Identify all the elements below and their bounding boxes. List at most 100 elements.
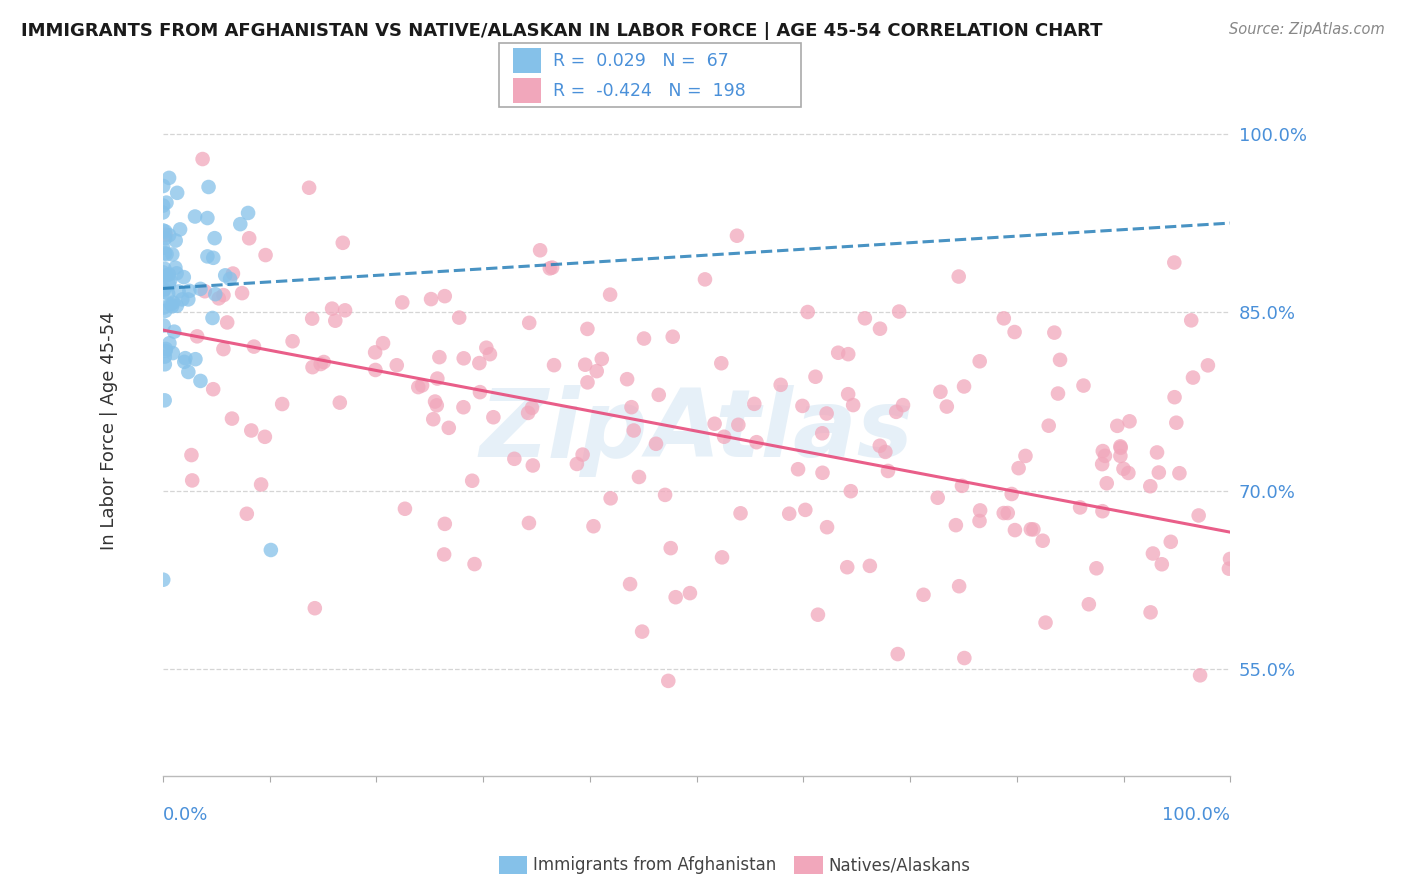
- Point: [912, 588, 935, 602]
- Point: [1180, 313, 1202, 327]
- Point: [1168, 467, 1191, 481]
- Point: [950, 479, 973, 493]
- Point: [875, 445, 897, 459]
- Point: [153, 357, 176, 371]
- Point: [433, 289, 456, 303]
- Point: [453, 351, 475, 366]
- Point: [929, 384, 952, 399]
- Point: [152, 573, 174, 587]
- Point: [236, 206, 259, 220]
- Point: [778, 507, 800, 521]
- Point: [332, 235, 354, 250]
- Point: [869, 322, 891, 336]
- Text: Source: ZipAtlas.com: Source: ZipAtlas.com: [1229, 22, 1385, 37]
- Point: [152, 318, 174, 333]
- Point: [565, 457, 588, 471]
- Point: [449, 310, 471, 325]
- Point: [645, 437, 668, 451]
- Point: [794, 503, 817, 517]
- Point: [538, 261, 561, 276]
- Point: [1142, 547, 1164, 561]
- Point: [1073, 378, 1095, 392]
- Point: [165, 234, 187, 248]
- Point: [202, 251, 225, 265]
- Point: [163, 325, 186, 339]
- Point: [713, 430, 735, 444]
- Point: [1107, 418, 1129, 433]
- Point: [520, 401, 543, 415]
- Point: [221, 411, 243, 425]
- Point: [727, 417, 749, 432]
- Point: [887, 304, 910, 318]
- Point: [745, 435, 768, 450]
- Point: [202, 382, 225, 396]
- Point: [177, 293, 200, 307]
- Point: [585, 364, 607, 378]
- Point: [162, 247, 184, 261]
- Point: [1077, 597, 1099, 611]
- Point: [153, 393, 176, 408]
- Point: [1218, 562, 1240, 576]
- Point: [1049, 352, 1071, 367]
- Point: [877, 464, 900, 478]
- Point: [281, 334, 304, 349]
- Point: [543, 358, 565, 372]
- Point: [422, 412, 444, 426]
- Point: [1019, 522, 1042, 536]
- Point: [1147, 466, 1170, 480]
- Point: [172, 293, 194, 307]
- Point: [179, 284, 201, 298]
- Point: [1004, 523, 1026, 537]
- Text: 100.0%: 100.0%: [1163, 805, 1230, 823]
- Point: [166, 266, 188, 280]
- Point: [231, 286, 253, 301]
- Point: [891, 398, 914, 412]
- Point: [301, 360, 323, 375]
- Point: [155, 343, 177, 358]
- Point: [616, 372, 638, 386]
- Point: [1085, 561, 1108, 575]
- Point: [190, 282, 212, 296]
- Point: [426, 371, 449, 385]
- Point: [591, 351, 613, 366]
- Point: [166, 186, 188, 200]
- Point: [208, 291, 231, 305]
- Point: [152, 285, 174, 300]
- Point: [1022, 523, 1045, 537]
- Point: [582, 519, 605, 533]
- Point: [204, 287, 226, 301]
- Point: [953, 651, 976, 665]
- Point: [574, 358, 596, 372]
- Point: [464, 557, 486, 571]
- Text: In Labor Force | Age 45-54: In Labor Force | Age 45-54: [100, 312, 118, 550]
- Point: [541, 260, 564, 275]
- Point: [364, 363, 387, 377]
- Point: [661, 329, 683, 343]
- Point: [217, 315, 239, 329]
- Point: [437, 421, 460, 435]
- Point: [167, 285, 190, 299]
- Point: [197, 180, 219, 194]
- Point: [1118, 414, 1140, 428]
- Point: [312, 355, 335, 369]
- Point: [364, 345, 387, 359]
- Point: [180, 448, 202, 462]
- Point: [212, 342, 235, 356]
- Point: [1001, 487, 1024, 501]
- Point: [1095, 476, 1118, 491]
- Point: [1150, 558, 1173, 572]
- Point: [271, 397, 294, 411]
- Point: [807, 607, 830, 622]
- Point: [159, 273, 181, 287]
- Point: [1197, 359, 1219, 373]
- Text: Natives/Alaskans: Natives/Alaskans: [828, 856, 970, 874]
- Point: [1109, 449, 1132, 463]
- Point: [730, 506, 752, 520]
- Point: [654, 488, 676, 502]
- Point: [887, 647, 910, 661]
- Point: [391, 295, 413, 310]
- Point: [1219, 552, 1241, 566]
- Point: [329, 395, 352, 409]
- Point: [815, 520, 838, 534]
- Point: [1032, 533, 1054, 548]
